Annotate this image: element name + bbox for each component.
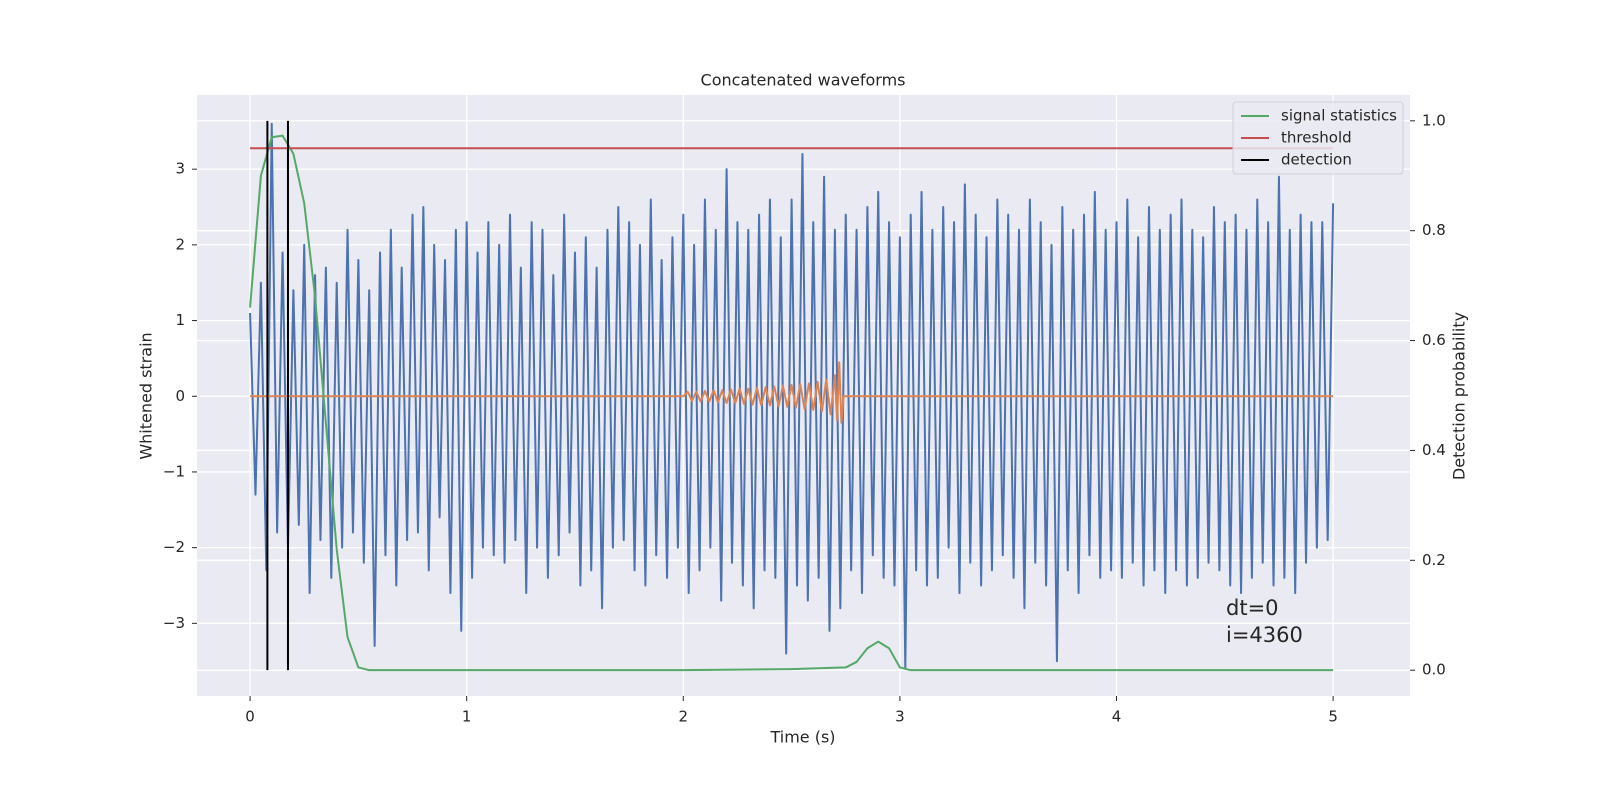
y2-tick-label: 0.8 — [1422, 221, 1446, 239]
series-line — [250, 361, 1334, 424]
legend-label: signal statistics — [1281, 107, 1397, 125]
legend-box — [1232, 101, 1404, 175]
y2-tick-label: 0.4 — [1422, 441, 1446, 459]
y-tick-label: −3 — [163, 614, 185, 632]
y-tick-label: 0 — [175, 387, 185, 405]
y2-tick-label: 0.2 — [1422, 551, 1446, 569]
x-axis-label: Time (s) — [769, 728, 835, 747]
legend-label: threshold — [1281, 129, 1352, 147]
annotation: dt=0 — [1226, 596, 1279, 620]
y-tick-label: 3 — [175, 160, 185, 178]
x-tick-label: 1 — [462, 708, 472, 726]
y-tick-label: −1 — [163, 462, 185, 480]
y-tick-label: −2 — [163, 538, 185, 556]
legend-label: detection — [1281, 151, 1352, 169]
x-tick-label: 3 — [895, 708, 905, 726]
x-tick-label: 4 — [1112, 708, 1122, 726]
y-tick-label: 1 — [175, 311, 185, 329]
y2-tick-label: 0.0 — [1422, 661, 1446, 679]
y-axis-label: Whitened strain — [137, 332, 156, 459]
y2-tick-label: 1.0 — [1422, 111, 1446, 129]
chart-title: Concatenated waveforms — [701, 71, 906, 90]
series-line — [249, 122, 1335, 670]
y2-axis-label: Detection probability — [1450, 312, 1469, 480]
annotation: i=4360 — [1226, 623, 1303, 647]
x-tick-label: 5 — [1328, 708, 1338, 726]
x-tick-label: 0 — [245, 708, 255, 726]
x-tick-label: 2 — [679, 708, 689, 726]
y2-tick-label: 0.6 — [1422, 331, 1446, 349]
y-tick-label: 2 — [175, 235, 185, 253]
